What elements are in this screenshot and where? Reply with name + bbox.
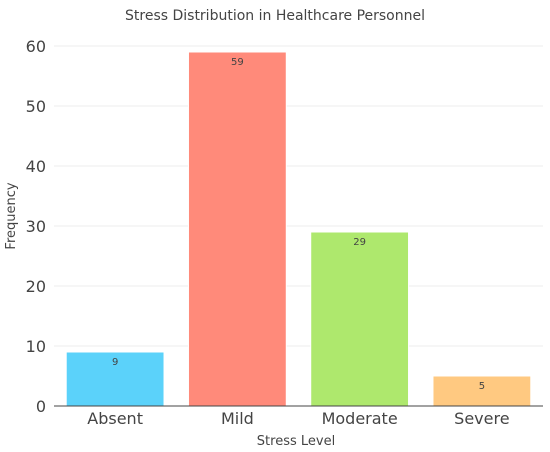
y-tick-label: 30 — [26, 217, 46, 236]
x-tick-label: Severe — [454, 409, 509, 428]
x-tick-label: Mild — [221, 409, 254, 428]
bar-value-label: 5 — [479, 381, 485, 392]
x-axis-title: Stress Level — [257, 434, 335, 449]
bar-mild — [187, 51, 287, 407]
y-tick-label: 60 — [26, 37, 46, 56]
bar-severe — [432, 375, 532, 407]
bar-moderate — [310, 231, 410, 407]
y-axis-title: Frequency — [4, 182, 19, 249]
x-tick-label: Moderate — [322, 409, 398, 428]
bars: 9 59 29 5 — [65, 51, 532, 407]
y-tick-label: 50 — [26, 97, 46, 116]
y-tick-label: 0 — [36, 397, 46, 416]
bar-value-label: 29 — [353, 237, 366, 248]
gridlines — [54, 45, 543, 347]
bar-value-label: 9 — [112, 357, 118, 368]
y-tick-label: 40 — [26, 157, 46, 176]
x-tick-label: Absent — [87, 409, 143, 428]
y-tick-label: 20 — [26, 277, 46, 296]
y-tick-label: 10 — [26, 337, 46, 356]
chart-title: Stress Distribution in Healthcare Person… — [125, 8, 425, 24]
x-axis-ticks: Absent Mild Moderate Severe — [87, 409, 509, 428]
bar-value-label: 59 — [231, 57, 244, 68]
y-axis-ticks: 0 10 20 30 40 50 60 — [26, 37, 46, 416]
